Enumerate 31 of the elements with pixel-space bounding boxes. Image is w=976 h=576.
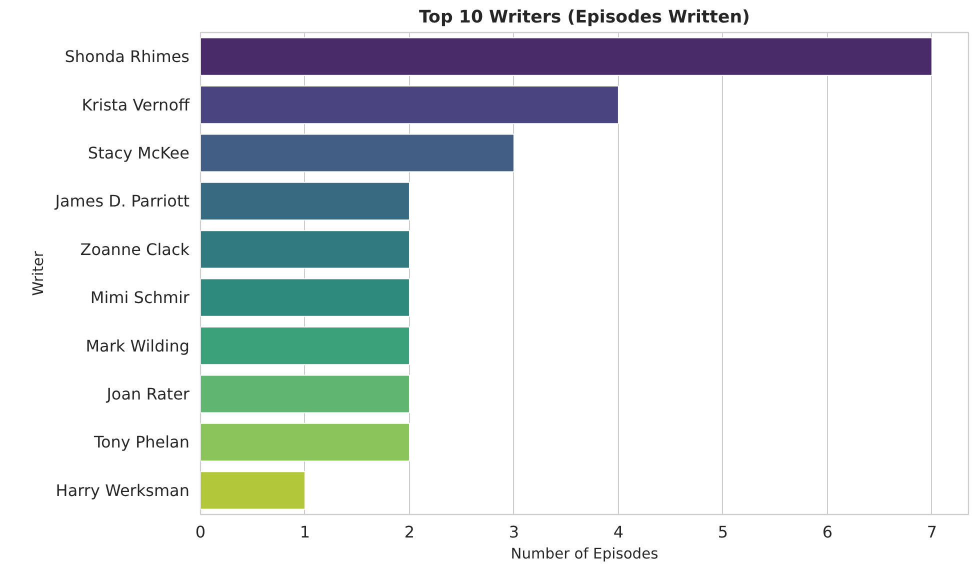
bar xyxy=(200,422,410,462)
y-tick-label: James D. Parriott xyxy=(54,192,190,211)
x-tick-label: 5 xyxy=(718,522,728,542)
x-tick-label: 0 xyxy=(195,522,206,542)
y-tick-label: Mimi Schmir xyxy=(90,288,190,308)
chart-title: Top 10 Writers (Episodes Written) xyxy=(419,8,750,28)
y-tick-label: Shonda Rhimes xyxy=(64,47,190,66)
bar xyxy=(200,37,932,76)
bar xyxy=(200,230,410,269)
y-tick-label: Mark Wilding xyxy=(86,336,190,356)
y-axis-title: Writer xyxy=(30,250,48,296)
y-tick-label: Joan Rater xyxy=(106,384,190,404)
x-axis-title: Number of Episodes xyxy=(510,546,658,562)
bar xyxy=(200,326,410,366)
bar xyxy=(200,374,410,414)
x-tick-label: 4 xyxy=(613,522,624,542)
bar xyxy=(200,86,619,124)
x-tick-label: 6 xyxy=(822,522,833,542)
bar xyxy=(200,182,410,220)
x-tick-label: 7 xyxy=(926,522,938,542)
y-tick-label: Harry Werksman xyxy=(56,480,190,500)
bar xyxy=(200,134,514,172)
x-tick-label: 1 xyxy=(300,522,310,542)
bar xyxy=(200,278,410,317)
y-tick-label: Tony Phelan xyxy=(92,432,190,452)
x-tick-label: 2 xyxy=(404,522,415,542)
x-tick-label: 3 xyxy=(508,522,520,542)
y-tick-label: Zoanne Clack xyxy=(80,240,190,259)
y-tick-label: Stacy McKee xyxy=(88,144,190,162)
bar xyxy=(200,471,306,510)
y-tick-label: Krista Vernoff xyxy=(82,95,190,114)
